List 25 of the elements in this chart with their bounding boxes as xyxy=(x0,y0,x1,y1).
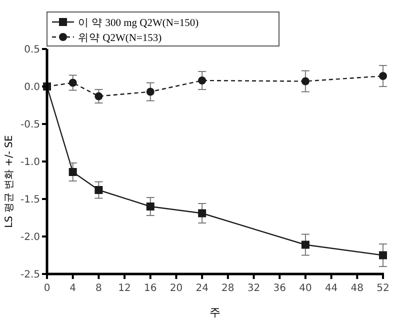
x-tick-label: 36 xyxy=(273,283,286,294)
x-tick-label: 24 xyxy=(196,283,208,294)
x-tick-label: 40 xyxy=(299,283,312,294)
x-tick-label: 32 xyxy=(247,283,260,294)
x-tick-label: 16 xyxy=(144,283,157,294)
y-tick-label: -2.0 xyxy=(20,232,40,243)
y-tick-label: -0.5 xyxy=(20,120,40,130)
x-tick-label: 12 xyxy=(118,283,131,294)
y-axis-title: LS 평균 변화 +/- SE xyxy=(4,135,15,228)
x-tick-label: 48 xyxy=(350,283,364,294)
x-tick-label: 20 xyxy=(170,283,183,294)
y-tick-label: -1.5 xyxy=(20,194,40,206)
x-tick-label: 0 xyxy=(44,283,50,294)
y-tick-label: -2.5 xyxy=(20,270,40,280)
y-tick-label: 0.0 xyxy=(24,82,40,93)
x-tick-label: 44 xyxy=(324,283,338,294)
x-tick-label: 28 xyxy=(222,283,234,294)
x-tick-label: 8 xyxy=(96,283,102,294)
y-tick-label: -1.0 xyxy=(20,157,40,168)
x-tick-label: 52 xyxy=(376,283,390,294)
y-tick-label: 0.5 xyxy=(24,44,40,56)
legend-label: 위약 Q2W(N=153) xyxy=(78,32,162,44)
x-axis-title: 주 xyxy=(210,306,220,319)
x-tick-label: 4 xyxy=(70,283,76,294)
legend-label: 이 약 300 mg Q2W(N=150) xyxy=(78,17,200,29)
